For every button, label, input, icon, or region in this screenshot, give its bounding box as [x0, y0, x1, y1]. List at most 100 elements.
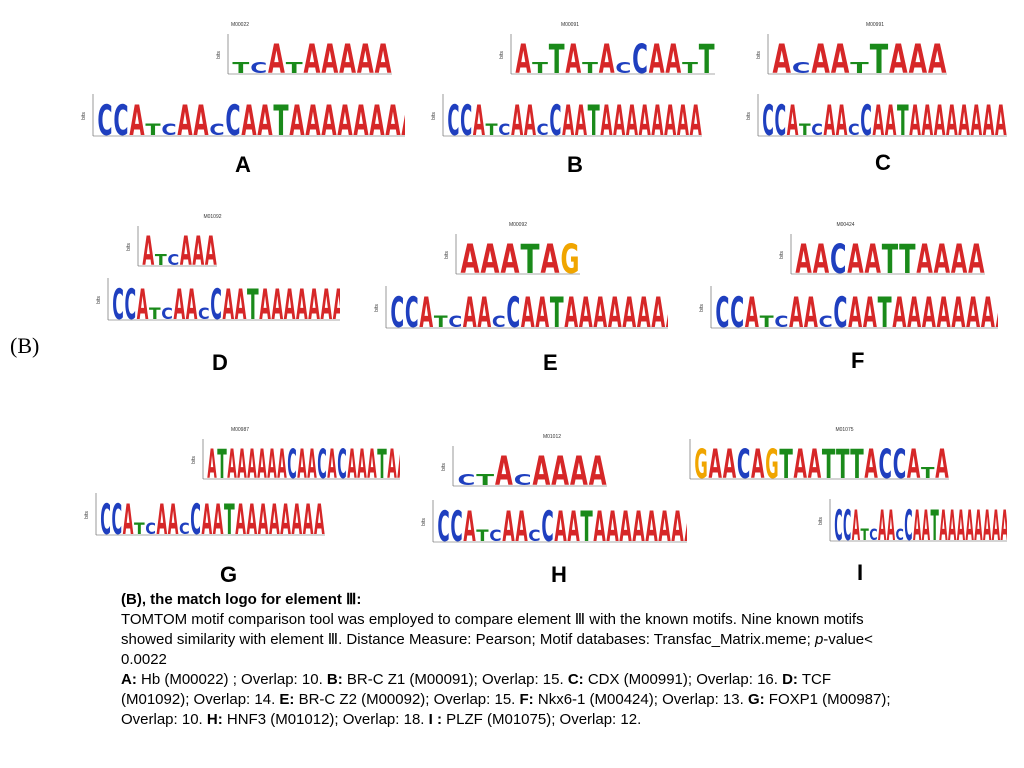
logo-letter: A — [606, 502, 619, 548]
logo-letter: A — [651, 288, 665, 334]
logo-letter: A — [129, 96, 144, 142]
logo-letter: A — [971, 96, 983, 142]
logo-letter: A — [808, 442, 821, 485]
logo-letter: A — [951, 237, 967, 280]
query-logo: bitsCCATCAACCAATAAAAAAAAquery — [746, 94, 1007, 142]
logo-letter: A — [966, 288, 980, 334]
logo-letter: A — [666, 288, 668, 334]
logo-letter: A — [308, 280, 320, 326]
figure-caption: (B), the match logo for element Ⅲ: TOMTO… — [121, 590, 901, 730]
logo-letter: A — [321, 280, 333, 326]
match-text: PLZF (M01075); Overlap: 12. — [441, 711, 642, 728]
logo-letter: A — [463, 502, 476, 548]
logo-letter: A — [532, 449, 550, 492]
logo-letter: A — [852, 501, 860, 547]
logo-letter: C — [730, 288, 744, 334]
panel-label-a: A — [235, 152, 251, 177]
query-logo: bitsCCATCAACCAATAAAAAAAAquery — [96, 278, 340, 326]
match-text: BR-C Z2 (M00092); Overlap: 15. — [294, 691, 520, 708]
logo-letter: A — [247, 442, 257, 485]
logo-letter: T — [682, 59, 699, 77]
logo-letter: A — [237, 442, 247, 485]
caption-heading: (B), the match logo for element Ⅲ: — [121, 591, 362, 608]
logo-letter: G — [765, 442, 778, 485]
logo-letter: C — [145, 519, 156, 538]
motif-logo: bits A T T A T A C C A A T T — [499, 34, 715, 80]
logo-letter: T — [476, 471, 495, 489]
logo-letter: A — [865, 237, 881, 280]
logo-letter: C — [112, 495, 123, 541]
logo-letter: C — [125, 280, 137, 326]
logo-letter: A — [600, 96, 612, 142]
logo-letter: A — [848, 288, 862, 334]
motif-logo: bits A T C A A A — [126, 226, 217, 272]
axis-bits-label: bits — [421, 518, 427, 526]
logo-letter: T — [760, 312, 774, 331]
logo-letter: A — [632, 502, 645, 548]
logo-letter: T — [799, 120, 811, 139]
logo-letter: T — [532, 59, 549, 77]
logo-letter: T — [149, 304, 161, 323]
logo-letter: T — [878, 288, 892, 334]
panel-i: M01075 bits G A A C A G T A A T T T A C C A T A bits C C A T C A… — [682, 425, 1007, 550]
logo-letter: T — [588, 96, 600, 142]
logo-letter: A — [267, 442, 277, 485]
logo-letter: A — [887, 501, 895, 547]
axis-query-label: query — [521, 333, 534, 334]
logo-letter: C — [209, 120, 224, 139]
logo-letter: A — [651, 96, 663, 142]
logo-letter: A — [916, 237, 932, 280]
axis-bits-label: bits — [746, 112, 752, 120]
logo-letter: A — [922, 501, 930, 547]
axis-bits-label: bits — [84, 511, 90, 519]
match-text: TCF (M01092); Overlap: 14. — [121, 671, 831, 708]
logo-letter: A — [934, 237, 950, 280]
logo-letter: A — [873, 96, 885, 142]
logo-letter: C — [860, 96, 872, 142]
logo-letter: A — [928, 37, 946, 80]
logo-letter: A — [889, 37, 907, 80]
logo-letter: T — [486, 120, 498, 139]
logo-letter: A — [885, 96, 897, 142]
axis-query-label: query — [241, 141, 254, 142]
logo-letter: A — [937, 288, 951, 334]
logo-letter: A — [247, 495, 258, 541]
logo-letter: A — [787, 96, 799, 142]
logo-letter: T — [145, 120, 160, 139]
logo-letter: A — [473, 96, 485, 142]
logo-letter: C — [843, 501, 851, 547]
logo-letter: A — [922, 288, 936, 334]
panel-a: M00022 bits T C A T A A A A A bits C C A T C A A C C A A T A A A… — [75, 20, 405, 142]
logo-letter: A — [205, 229, 217, 272]
axis-bits-label: bits — [374, 304, 380, 312]
logo-letter: A — [259, 280, 271, 326]
logo-letter: C — [225, 96, 240, 142]
logo-letter: A — [401, 96, 405, 142]
logo-letter: T — [273, 96, 288, 142]
logo-letter: C — [210, 280, 222, 326]
logo-letter: A — [613, 96, 625, 142]
axis-bits-label: bits — [699, 304, 705, 312]
logo-letter: C — [250, 59, 267, 77]
logo-letter: T — [549, 37, 565, 80]
logo-letter: C — [715, 288, 729, 334]
motif-logo: bits G A A C A G T A A T T T A C C A T A — [682, 439, 949, 485]
panel-label-g: G — [220, 562, 238, 587]
logo-letter: T — [897, 96, 909, 142]
logo-letter: A — [397, 442, 400, 485]
logo-letter: A — [922, 96, 934, 142]
query-logo: bitsCCATCAACCAATAAAAAAAAquery — [81, 94, 405, 142]
logo-letter: T — [860, 525, 868, 544]
logo-letter: C — [774, 312, 788, 331]
logo-letter: A — [1000, 501, 1007, 547]
logo-letter: A — [709, 442, 722, 485]
logo-letter: A — [677, 96, 689, 142]
query-logo: bitsCCATCAACCAATAAAAAAAAquery — [699, 286, 998, 334]
logo-letter: A — [241, 96, 256, 142]
logo-letter: C — [834, 501, 842, 547]
logo-letter: A — [180, 229, 192, 272]
logo-letter: T — [286, 59, 304, 77]
motif-logo: bitsATAAAAAACAACACAAATAA — [191, 439, 400, 485]
axis-bits-label: bits — [444, 251, 450, 259]
match-key: C: — [567, 671, 584, 688]
